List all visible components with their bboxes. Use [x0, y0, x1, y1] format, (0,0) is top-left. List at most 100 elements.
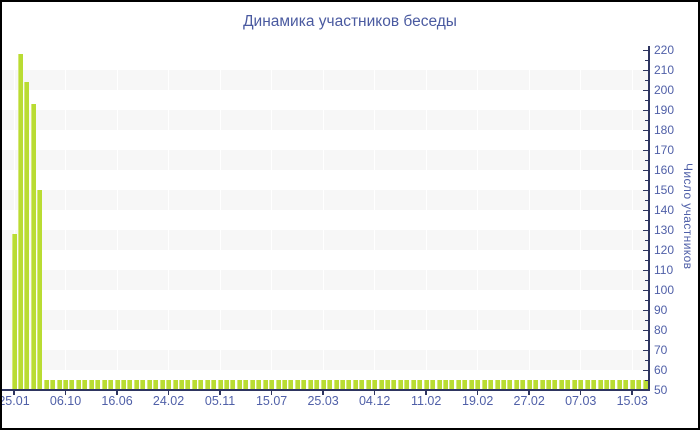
x-tick: [322, 390, 324, 395]
bar: [217, 380, 223, 390]
x-tick-label: 07.03: [565, 394, 597, 408]
bar: [243, 380, 249, 390]
vertical-gridline: [425, 46, 427, 389]
x-tick: [219, 390, 221, 395]
bar: [56, 380, 62, 390]
bar: [430, 380, 436, 390]
y-tick: [643, 209, 648, 211]
bar: [597, 380, 603, 390]
y-tick: [645, 99, 648, 101]
bar: [269, 380, 275, 390]
bar: [37, 190, 43, 390]
bar: [82, 380, 88, 390]
bar: [230, 380, 236, 390]
x-tick: [476, 390, 479, 395]
y-tick: [645, 199, 648, 201]
bar: [591, 380, 597, 390]
y-tick: [643, 229, 648, 231]
bar: [603, 380, 609, 390]
vertical-gridline: [65, 46, 67, 389]
y-tick-label: 150: [654, 183, 675, 197]
y-tick-label: 50: [654, 383, 668, 397]
bar: [571, 380, 577, 390]
bar: [307, 380, 313, 390]
y-tick: [643, 109, 648, 111]
bar: [539, 380, 545, 390]
bar: [140, 380, 146, 390]
bar: [359, 380, 365, 390]
y-tick: [643, 249, 648, 251]
x-tick-label: 15.03: [616, 394, 648, 408]
y-tick: [645, 259, 648, 261]
bar: [333, 380, 339, 390]
y-tick: [643, 269, 648, 271]
y-axis-title: Число участников: [681, 163, 695, 270]
bar: [249, 380, 255, 390]
bar: [204, 380, 210, 390]
bar: [211, 380, 217, 390]
bar: [327, 380, 333, 390]
bar: [526, 380, 532, 390]
bar: [191, 380, 197, 390]
y-axis-line: [648, 46, 650, 391]
bar: [133, 380, 139, 390]
y-tick: [643, 169, 648, 171]
bar: [436, 380, 442, 390]
bar: [198, 380, 204, 390]
y-tick-label: 160: [654, 163, 675, 177]
bar: [552, 380, 558, 390]
bar: [114, 380, 120, 390]
y-tick: [643, 329, 648, 331]
y-tick-label: 200: [654, 83, 675, 97]
bar: [378, 380, 384, 390]
bar: [11, 234, 17, 390]
bar: [642, 380, 648, 390]
bar: [262, 380, 268, 390]
bar: [578, 380, 584, 390]
bar: [95, 380, 101, 390]
x-tick: [270, 390, 273, 395]
vertical-gridline: [219, 46, 221, 389]
bar: [24, 82, 30, 390]
y-tick-label: 110: [654, 263, 674, 277]
bar: [120, 380, 126, 390]
x-axis-line: [2, 389, 650, 391]
y-tick-label: 70: [654, 343, 668, 357]
bar: [153, 380, 159, 390]
bar: [17, 54, 23, 390]
y-tick: [645, 79, 648, 81]
x-tick: [631, 390, 633, 395]
bar: [423, 380, 429, 390]
x-tick-label: 25.03: [307, 394, 339, 408]
y-tick: [645, 239, 648, 241]
vertical-gridline: [168, 46, 170, 389]
y-tick-label: 120: [654, 243, 675, 257]
vertical-gridline: [322, 46, 324, 389]
bar: [101, 380, 107, 390]
bar: [346, 380, 352, 390]
x-tick: [425, 390, 427, 395]
y-tick: [645, 359, 648, 361]
bar: [75, 380, 81, 390]
vertical-gridline: [580, 46, 582, 389]
bar: [178, 380, 184, 390]
x-tick: [579, 390, 582, 395]
y-tick: [643, 289, 648, 291]
bar: [397, 380, 403, 390]
bar: [584, 380, 590, 390]
y-tick: [643, 49, 648, 51]
bar: [314, 380, 320, 390]
bar: [320, 380, 326, 390]
y-tick-label: 140: [654, 203, 675, 217]
bar: [481, 380, 487, 390]
bar: [288, 380, 294, 390]
bar: [410, 380, 416, 390]
y-tick-label: 220: [654, 43, 675, 57]
y-tick: [645, 159, 648, 161]
bar: [224, 380, 230, 390]
x-tick-label: 05.11: [204, 394, 236, 408]
bar: [462, 380, 468, 390]
y-tick: [643, 389, 648, 391]
y-tick: [645, 379, 648, 381]
bar: [108, 380, 114, 390]
